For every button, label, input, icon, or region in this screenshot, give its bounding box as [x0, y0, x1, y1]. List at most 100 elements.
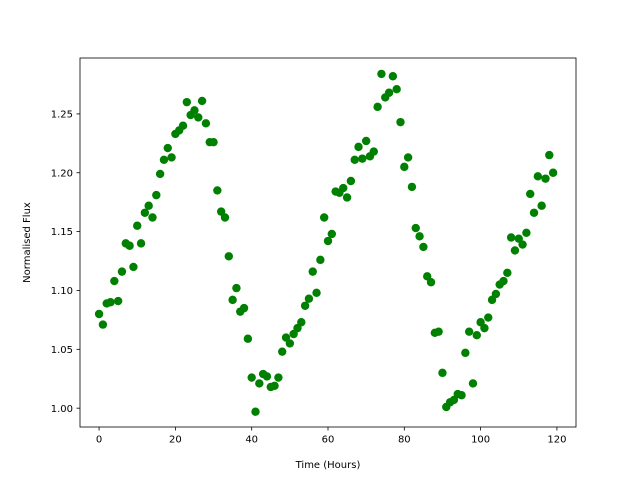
data-point	[232, 283, 241, 293]
data-point	[190, 106, 199, 115]
data-point	[323, 236, 333, 246]
data-point	[464, 327, 474, 336]
data-point	[220, 213, 230, 222]
data-point	[152, 190, 161, 200]
data-point	[98, 320, 108, 329]
data-point	[278, 347, 287, 356]
data-point	[247, 373, 256, 382]
y-tick-label: 1.00	[51, 404, 73, 415]
data-point	[243, 334, 253, 343]
data-point	[426, 278, 436, 287]
y-tick-label: 1.25	[51, 110, 73, 121]
data-point	[438, 368, 447, 378]
data-point	[163, 143, 172, 153]
data-point	[274, 373, 283, 382]
data-point	[339, 183, 348, 193]
data-point	[373, 102, 382, 112]
data-point	[148, 213, 157, 222]
y-tick-label: 1.20	[51, 168, 73, 179]
y-axis-label: Normalised Flux	[22, 202, 33, 283]
data-point	[484, 313, 493, 322]
data-point	[510, 246, 520, 255]
data-point	[308, 267, 317, 276]
data-point	[316, 255, 325, 265]
data-point	[526, 189, 535, 199]
data-point	[136, 239, 146, 248]
data-point	[354, 142, 363, 152]
data-point	[125, 241, 134, 250]
data-point	[491, 289, 501, 299]
data-point	[480, 323, 489, 333]
data-point	[213, 186, 222, 195]
x-tick-label: 20	[169, 435, 182, 446]
data-point	[327, 229, 337, 239]
data-point	[110, 276, 119, 286]
data-point	[319, 213, 329, 222]
data-point	[499, 276, 508, 286]
data-point	[522, 228, 531, 237]
data-point	[346, 176, 356, 186]
data-point	[396, 117, 405, 127]
data-point	[167, 153, 176, 162]
data-point	[518, 240, 527, 249]
data-points	[94, 69, 558, 416]
data-point	[300, 301, 310, 310]
data-point	[270, 381, 279, 390]
data-point	[392, 84, 401, 94]
data-point	[144, 201, 153, 210]
data-point	[472, 330, 481, 340]
data-point	[224, 252, 233, 261]
data-point	[533, 172, 543, 181]
data-point	[358, 154, 367, 163]
data-point	[197, 96, 207, 106]
data-point	[255, 379, 264, 388]
data-point	[468, 379, 478, 388]
data-point	[403, 153, 413, 162]
data-point	[461, 348, 470, 358]
data-point	[415, 232, 424, 241]
y-tick-label: 1.05	[51, 345, 73, 356]
data-point	[94, 309, 104, 319]
data-point	[434, 327, 443, 336]
data-point	[400, 162, 409, 172]
data-point	[239, 303, 249, 313]
data-point	[369, 147, 378, 156]
data-point	[350, 155, 359, 165]
x-tick-label: 120	[547, 435, 566, 446]
data-point	[117, 267, 127, 276]
data-point	[285, 339, 295, 348]
data-point	[106, 298, 115, 307]
data-point	[297, 318, 306, 327]
data-point	[140, 208, 150, 217]
data-point	[159, 155, 169, 165]
data-point	[419, 242, 428, 252]
data-point	[113, 296, 123, 306]
data-point	[457, 391, 466, 400]
x-tick-label: 100	[471, 435, 490, 446]
y-tick-label: 1.10	[51, 286, 73, 297]
x-tick-label: 40	[245, 435, 258, 446]
x-tick-label: 60	[322, 435, 335, 446]
data-point	[342, 193, 352, 202]
data-point	[407, 182, 417, 192]
x-tick-label: 80	[398, 435, 411, 446]
data-point	[182, 97, 192, 107]
data-point	[228, 295, 237, 305]
y-tick-label: 1.15	[51, 227, 73, 238]
data-point	[537, 201, 546, 210]
x-tick-label: 0	[96, 435, 102, 446]
data-point	[155, 169, 165, 179]
data-point	[251, 407, 260, 416]
y-axis-ticks: 1.00 1.05 1.10 1.15 1.20 1.25	[51, 110, 80, 415]
data-point	[411, 223, 420, 233]
data-point	[129, 262, 138, 272]
data-point	[361, 136, 371, 146]
data-point	[388, 72, 398, 81]
data-point	[304, 294, 314, 303]
data-point	[201, 119, 211, 128]
data-point	[503, 268, 512, 278]
data-point	[506, 233, 516, 242]
data-point	[377, 69, 386, 79]
